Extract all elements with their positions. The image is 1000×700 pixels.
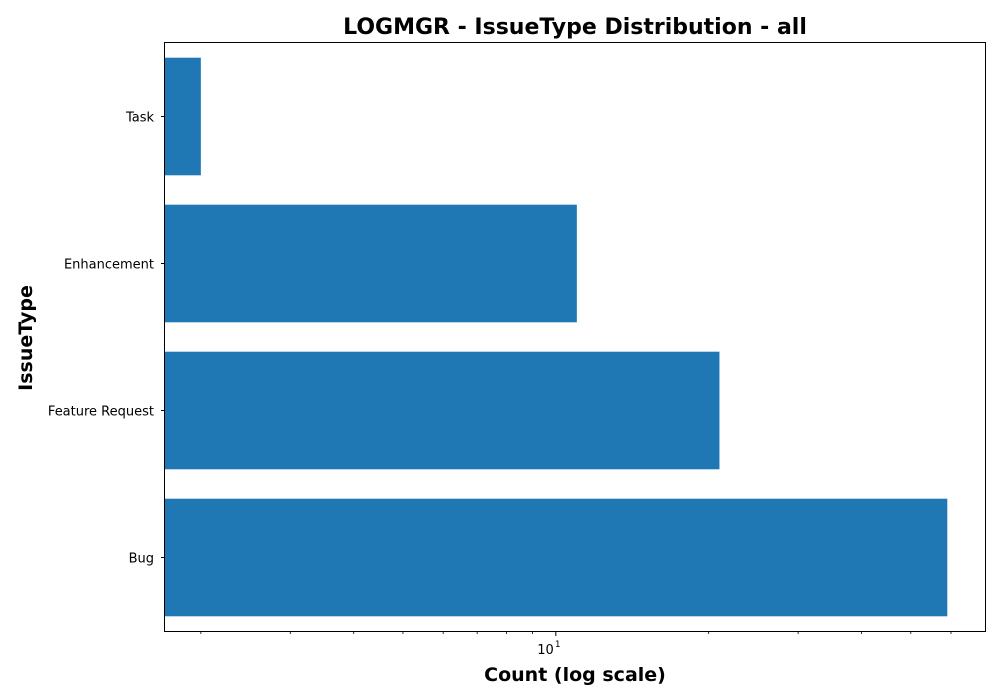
x-axis-label: Count (log scale)	[484, 664, 666, 686]
y-tick-label: Bug	[129, 552, 154, 567]
bar-bug	[165, 498, 948, 617]
bar-feature-request	[165, 351, 720, 470]
x-axis-ticks: 10 1	[200, 631, 952, 658]
bars-group	[165, 57, 948, 617]
chart-title: LOGMGR - IssueType Distribution - all	[343, 15, 807, 40]
x-tick-label-exponent: 1	[555, 640, 561, 650]
x-tick-label: 10	[537, 643, 554, 658]
bar-enhancement	[165, 204, 577, 323]
plot-frame	[164, 42, 986, 632]
y-tick-label: Enhancement	[64, 258, 154, 273]
y-tick-label: Task	[125, 111, 155, 126]
y-tick-label: Feature Request	[48, 405, 154, 420]
bar-task	[165, 57, 201, 176]
y-axis-ticks: Bug Feature Request Enhancement Task	[48, 111, 165, 567]
y-axis-label: IssueType	[15, 285, 37, 391]
